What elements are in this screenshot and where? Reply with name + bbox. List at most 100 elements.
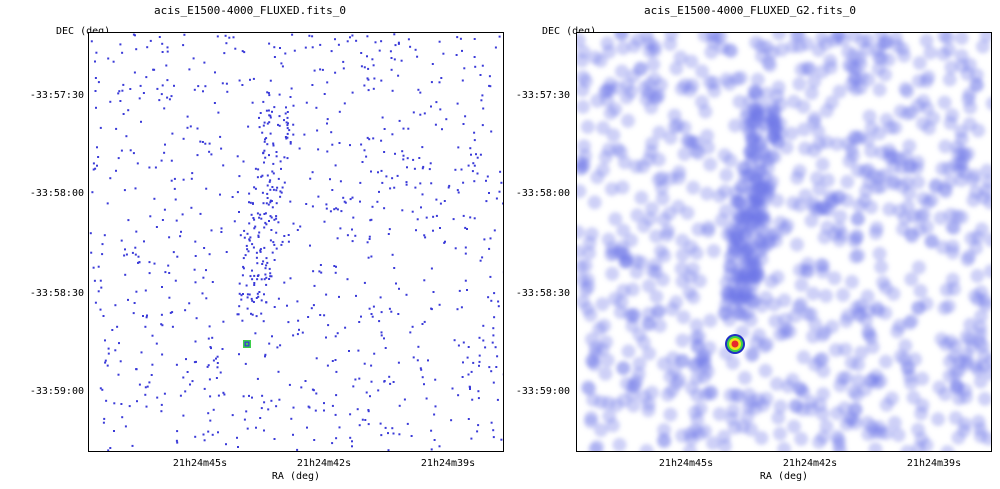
photon-event (360, 52, 363, 54)
photon-event (211, 336, 214, 339)
image-plot-area[interactable] (88, 32, 504, 452)
photon-event (188, 68, 191, 71)
photon-event (379, 296, 382, 299)
smoothed-event (634, 190, 649, 205)
photon-event (271, 170, 274, 173)
photon-event (252, 77, 255, 80)
smoothed-event (696, 350, 710, 365)
smoothed-event (816, 258, 830, 273)
photon-event (261, 174, 264, 177)
photon-event (290, 417, 293, 420)
photon-event (335, 370, 338, 373)
photon-event (134, 187, 137, 190)
photon-event (278, 398, 281, 401)
photon-event (264, 273, 267, 276)
photon-event (202, 451, 204, 452)
photon-event (287, 321, 290, 324)
photon-event (264, 138, 266, 141)
smoothed-event (945, 272, 960, 287)
photon-event (464, 226, 467, 229)
photon-event (448, 184, 451, 187)
smoothed-event (669, 295, 684, 310)
photon-event (210, 153, 213, 156)
smoothed-event (732, 94, 747, 109)
photon-event (280, 167, 282, 170)
photon-event (260, 312, 263, 315)
photon-event (269, 188, 272, 191)
photon-event (349, 198, 352, 201)
photon-event (255, 297, 258, 299)
photon-event (361, 418, 364, 421)
photon-event (289, 200, 292, 203)
photon-event (287, 240, 290, 243)
photon-event (201, 141, 204, 143)
smoothed-event (913, 208, 928, 223)
photon-event (409, 331, 412, 334)
photon-event (208, 150, 211, 153)
photon-event (176, 430, 179, 433)
photon-event (104, 359, 107, 362)
smoothed-event (577, 99, 590, 114)
photon-event (174, 279, 177, 282)
photon-event (107, 449, 110, 451)
photon-event (389, 382, 392, 385)
smoothed-event (900, 84, 915, 99)
photon-event (236, 191, 239, 194)
photon-event (286, 136, 289, 139)
photon-event (476, 430, 479, 433)
smoothed-event (723, 286, 737, 300)
photon-event (252, 202, 254, 205)
smoothed-event (598, 366, 613, 381)
photon-event (232, 36, 235, 39)
photon-event (423, 320, 426, 323)
photon-event (498, 35, 501, 38)
photon-event (271, 335, 273, 338)
smoothed-event (601, 232, 616, 247)
smoothed-event (652, 318, 667, 333)
smoothed-event (616, 41, 631, 56)
photon-event (395, 282, 397, 285)
smoothed-event (830, 137, 844, 152)
photon-event (171, 311, 174, 314)
photon-event (161, 42, 164, 45)
smoothed-event (882, 202, 897, 217)
photon-event (489, 85, 492, 88)
smoothed-event (596, 120, 611, 135)
photon-event (373, 352, 376, 355)
smoothed-event (663, 171, 678, 186)
photon-event (160, 313, 163, 316)
photon-event (119, 100, 122, 102)
photon-event (144, 393, 147, 396)
photon-event (481, 94, 484, 97)
photon-event (433, 439, 436, 441)
photon-event (94, 60, 96, 63)
photon-event (477, 424, 480, 427)
smoothed-event (937, 95, 952, 110)
image-plot-area[interactable] (576, 32, 992, 452)
photon-event (366, 55, 368, 58)
photon-event (201, 292, 204, 295)
photon-event (135, 368, 138, 371)
smoothed-event (769, 376, 784, 391)
photon-event (351, 240, 354, 243)
smoothed-event (815, 406, 830, 421)
photon-event (492, 436, 495, 439)
photon-event (365, 391, 368, 394)
photon-event (485, 200, 488, 203)
photon-event (208, 325, 211, 328)
photon-event (459, 37, 462, 40)
photon-event (223, 52, 226, 55)
photon-event (502, 271, 503, 274)
photon-event (155, 342, 158, 345)
smoothed-event (744, 133, 759, 148)
photon-event (279, 195, 282, 198)
smoothed-event (815, 352, 830, 366)
photon-event (388, 307, 391, 310)
photon-event (377, 171, 379, 174)
photon-event (208, 378, 211, 381)
photon-event (450, 419, 453, 422)
photon-event (456, 36, 459, 39)
smoothed-event (804, 86, 819, 100)
photon-event (454, 247, 457, 250)
photon-event (369, 219, 372, 222)
